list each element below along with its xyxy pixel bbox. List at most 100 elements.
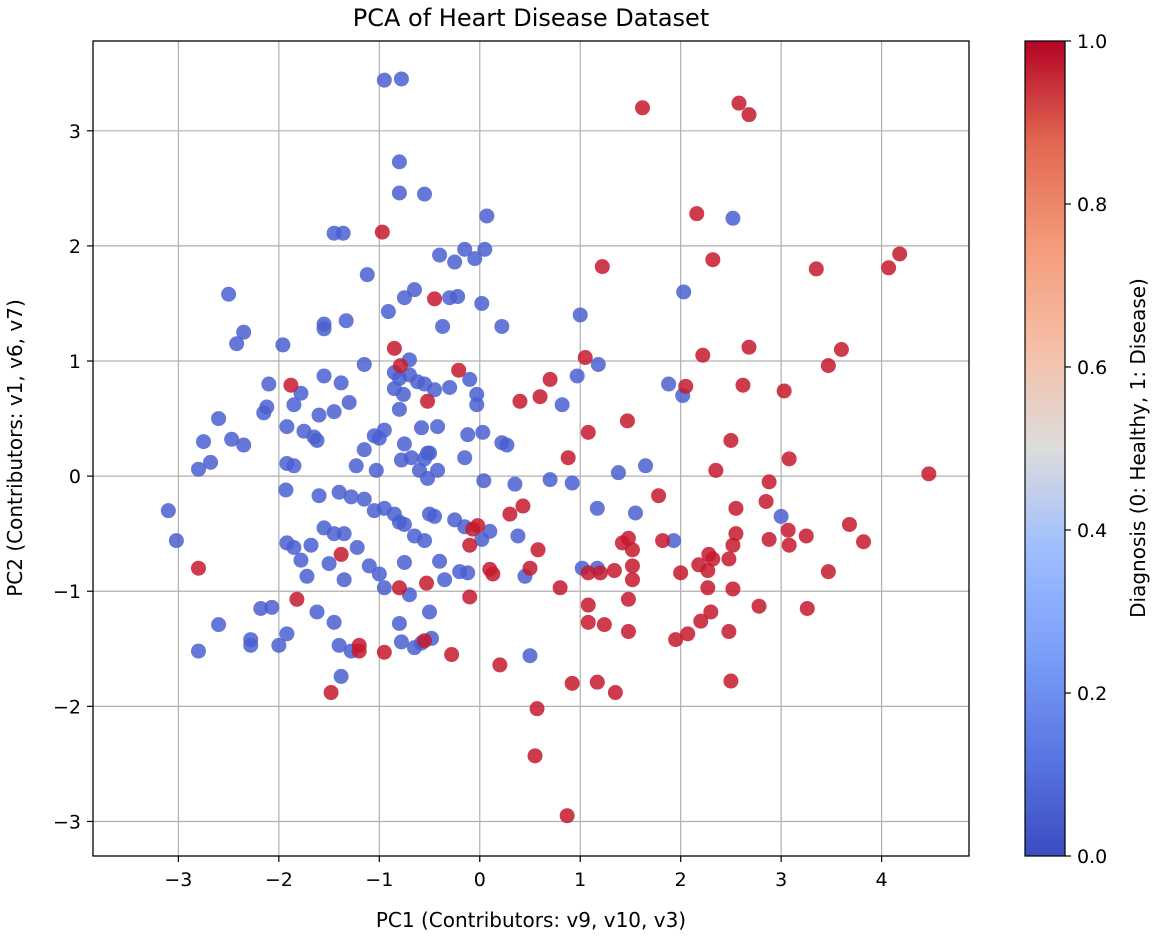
data-point: [833, 342, 849, 358]
data-point: [761, 531, 777, 547]
data-point: [522, 648, 538, 664]
data-point: [430, 462, 446, 478]
data-point: [474, 531, 490, 547]
data-point: [271, 637, 287, 653]
data-point: [492, 657, 508, 673]
data-point: [596, 617, 612, 633]
data-point: [422, 604, 438, 620]
data-point: [820, 358, 836, 374]
data-point: [620, 591, 636, 607]
data-point: [333, 375, 349, 391]
data-point: [678, 378, 694, 394]
data-point: [391, 185, 407, 201]
data-point: [361, 558, 377, 574]
data-point: [569, 368, 585, 384]
data-point: [635, 100, 651, 116]
data-point: [856, 534, 872, 550]
data-point: [420, 393, 436, 409]
data-point: [460, 427, 476, 443]
data-point: [427, 291, 443, 307]
data-point: [261, 376, 277, 392]
data-point: [293, 385, 309, 401]
data-point: [780, 522, 796, 538]
data-point: [741, 339, 757, 355]
data-point: [333, 546, 349, 562]
data-point: [507, 476, 523, 492]
data-point: [476, 473, 492, 489]
data-point: [356, 356, 372, 372]
data-point: [211, 617, 227, 633]
data-point: [422, 445, 438, 461]
data-point: [221, 286, 237, 302]
data-point: [741, 107, 757, 123]
colorbar-tick-label: 0.8: [1077, 194, 1107, 216]
data-point: [515, 498, 531, 514]
colorbar-tick-label: 0.0: [1077, 846, 1107, 868]
data-point: [798, 528, 814, 544]
data-point: [323, 685, 339, 701]
data-point: [356, 491, 372, 507]
data-point: [437, 572, 453, 588]
data-point: [229, 336, 245, 352]
data-point: [527, 748, 543, 764]
data-point: [475, 424, 491, 440]
y-axis-label: PC2 (Contributors: v1, v6, v7): [3, 299, 27, 597]
data-point: [529, 701, 545, 717]
data-point: [279, 419, 295, 435]
data-point: [624, 542, 640, 558]
y-tick-label: −1: [53, 581, 81, 603]
data-point: [619, 413, 635, 429]
y-tick-label: −3: [53, 811, 81, 833]
data-point: [676, 284, 692, 300]
data-point: [427, 382, 443, 398]
data-point: [620, 624, 636, 640]
colorbar-tick-label: 0.2: [1077, 683, 1107, 705]
data-point: [311, 407, 327, 423]
colorbar-label: Diagnosis (0: Healthy, 1: Disease): [1126, 278, 1150, 618]
data-point: [881, 260, 897, 276]
data-point: [470, 518, 486, 534]
data-point: [776, 383, 792, 399]
colorbar-tick-label: 1.0: [1077, 31, 1107, 53]
data-point: [477, 241, 493, 257]
data-point: [751, 598, 767, 614]
data-point: [620, 530, 636, 546]
data-point: [286, 458, 302, 474]
data-point: [160, 503, 176, 519]
data-point: [624, 558, 640, 574]
x-tick-label: 4: [876, 869, 888, 891]
data-point: [758, 493, 774, 509]
data-point: [522, 560, 538, 576]
data-point: [469, 397, 485, 413]
data-point: [580, 565, 596, 581]
data-point: [316, 368, 332, 384]
data-point: [594, 259, 610, 275]
data-point: [406, 282, 422, 298]
data-point: [279, 626, 295, 642]
data-point: [474, 295, 490, 311]
data-point: [411, 462, 427, 478]
data-point: [723, 673, 739, 689]
data-point: [820, 564, 836, 580]
data-point: [462, 589, 478, 605]
data-point: [299, 568, 315, 584]
x-tick-label: −2: [265, 869, 293, 891]
data-point: [349, 539, 365, 555]
data-point: [460, 565, 476, 581]
data-point: [700, 563, 716, 579]
data-point: [374, 224, 390, 240]
data-point: [391, 615, 407, 631]
data-point: [392, 358, 408, 374]
data-point: [781, 537, 797, 553]
data-point: [391, 580, 407, 596]
data-point: [921, 466, 937, 482]
data-point: [689, 206, 705, 222]
data-point: [542, 371, 558, 387]
data-point: [728, 526, 744, 542]
data-point: [293, 552, 309, 568]
data-point: [580, 597, 596, 613]
data-point: [607, 685, 623, 701]
data-point: [580, 614, 596, 630]
data-point: [376, 644, 392, 660]
data-point: [564, 675, 580, 691]
